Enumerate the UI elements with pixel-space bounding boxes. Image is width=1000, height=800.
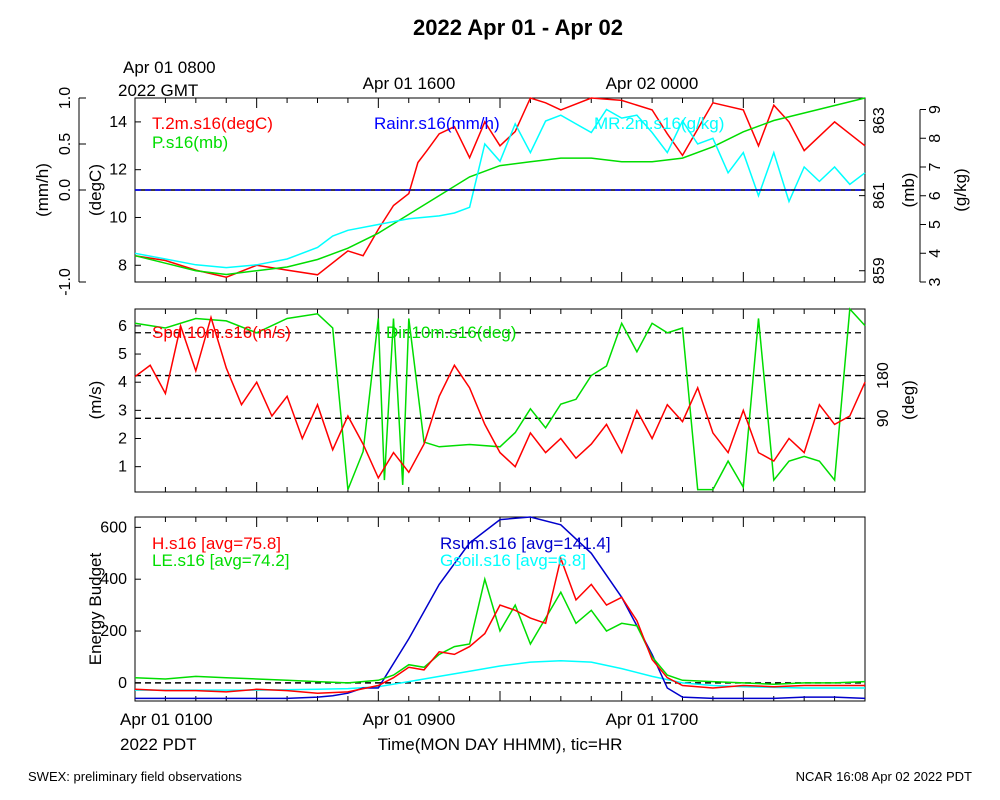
panel3-ticks: 0 200 400 600 [100, 517, 836, 701]
panel1-series [134, 97, 866, 278]
wind-speed-tick-label: 5 [118, 346, 127, 363]
pressure-tick-label: 859 [871, 257, 888, 284]
wind-direction-tick-label: 180 [875, 362, 892, 389]
wind-direction-tick-label: 90 [875, 409, 892, 427]
legend-temperature: T.2m.s16(degC) [152, 114, 273, 133]
rain-tick-label: 1.0 [57, 87, 74, 109]
rain-axis-label: (mm/h) [33, 163, 52, 217]
chart-title: 2022 Apr 01 - Apr 02 [413, 15, 623, 40]
rain-tick-label: 0.0 [57, 179, 74, 201]
panel1-ticks: -1.0 0.0 0.5 1.0 8 10 12 14 859 861 863 3 4 5 6 7 8 9 [57, 87, 944, 296]
mixing-ratio-tick-label: 6 [927, 191, 944, 200]
temperature-tick-label: 8 [118, 257, 127, 274]
temperature-axis-label: (degC) [86, 164, 105, 216]
legend-wind-speed: Spd.10m.s16(m/s) [152, 323, 291, 342]
rain-tick-label: 0.5 [57, 133, 74, 155]
legend-soil-heat: Gsoil.s16 [avg=6.8] [440, 551, 586, 570]
temperature-line [134, 97, 866, 278]
pdt-last-label: Apr 01 1700 [606, 710, 699, 729]
gmt-first-label: Apr 01 0800 [123, 58, 216, 77]
pdt-mid-label: Apr 01 0900 [363, 710, 456, 729]
energy-tick-label: 400 [100, 571, 127, 588]
temperature-pressure-panel: -1.0 0.0 0.5 1.0 8 10 12 14 859 861 863 3 4 5 6 7 8 9 (mm… [33, 87, 970, 296]
wind-speed-line [134, 314, 866, 480]
footer-right: NCAR 16:08 Apr 02 2022 PDT [796, 769, 972, 784]
wind-speed-axis-label: (m/s) [86, 381, 105, 420]
wind-speed-tick-label: 1 [118, 459, 127, 476]
mixing-ratio-line [134, 108, 866, 269]
gmt-last-label: Apr 02 0000 [606, 74, 699, 93]
footer-left: SWEX: preliminary field observations [28, 769, 242, 784]
wind-direction-line [134, 307, 866, 491]
temperature-tick-label: 10 [109, 209, 127, 226]
temperature-tick-label: 12 [109, 162, 127, 179]
legend-mixing-ratio: MR.2m.s16(g/kg) [594, 114, 724, 133]
legend-sensible-heat: H.s16 [avg=75.8] [152, 534, 281, 553]
gmt-year-label: 2022 GMT [118, 81, 198, 100]
wind-speed-tick-label: 6 [118, 318, 127, 335]
pressure-tick-label: 861 [871, 182, 888, 209]
mixing-ratio-tick-label: 4 [927, 249, 944, 258]
sensible-heat-line [134, 555, 865, 694]
pdt-first-label: Apr 01 0100 [120, 710, 213, 729]
mixing-ratio-tick-label: 3 [927, 277, 944, 286]
mixing-ratio-axis-label: (g/kg) [951, 168, 970, 211]
net-radiation-line [135, 516, 866, 700]
legend-wind-direction: Dir.10m.s16(deg) [386, 323, 516, 342]
panel2-ticks: 1 2 3 4 5 6 90 180 [118, 309, 892, 492]
mixing-ratio-tick-label: 7 [927, 162, 944, 171]
latent-heat-line [134, 576, 866, 685]
soil-heat-line [135, 660, 865, 691]
wind-speed-tick-label: 4 [118, 374, 127, 391]
x-axis-label: Time(MON DAY HHMM), tic=HR [378, 735, 623, 754]
energy-budget-axis-label: Energy Budget [86, 552, 105, 665]
mixing-ratio-tick-label: 9 [927, 105, 944, 114]
legend-pressure: P.s16(mb) [152, 133, 228, 152]
energy-tick-label: 600 [100, 519, 127, 536]
gmt-mid-label: Apr 01 1600 [363, 74, 456, 93]
mixing-ratio-tick-label: 5 [927, 220, 944, 229]
wind-speed-tick-label: 2 [118, 431, 127, 448]
panel2-series [134, 307, 866, 491]
wind-panel: 1 2 3 4 5 6 90 180 (m/s) (deg) Spd.10m.s16(m/s)… [86, 307, 918, 493]
pressure-line [134, 97, 866, 276]
wind-speed-tick-label: 3 [118, 402, 127, 419]
energy-tick-label: 200 [100, 623, 127, 640]
pdt-year-label: 2022 PDT [120, 735, 197, 754]
rain-tick-label: -1.0 [57, 268, 74, 296]
temperature-tick-label: 14 [109, 114, 127, 131]
energy-budget-panel: 0 200 400 600 Energy Budget H.s16 [avg=75.8… [86, 516, 866, 702]
legend-rain-rate: Rainr.s16(mm/h) [374, 114, 500, 133]
legend-latent-heat: LE.s16 [avg=74.2] [152, 551, 290, 570]
wind-direction-axis-label: (deg) [899, 380, 918, 420]
legend-net-radiation: Rsum.s16 [avg=141.4] [440, 534, 611, 553]
pressure-axis-label: (mb) [899, 173, 918, 208]
energy-tick-label: 0 [118, 675, 127, 692]
panel3-series [134, 516, 866, 700]
mixing-ratio-tick-label: 8 [927, 134, 944, 143]
pressure-tick-label: 863 [871, 107, 888, 134]
